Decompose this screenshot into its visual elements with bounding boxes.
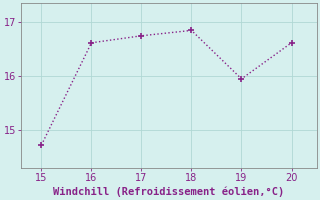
X-axis label: Windchill (Refroidissement éolien,°C): Windchill (Refroidissement éolien,°C) <box>53 186 284 197</box>
